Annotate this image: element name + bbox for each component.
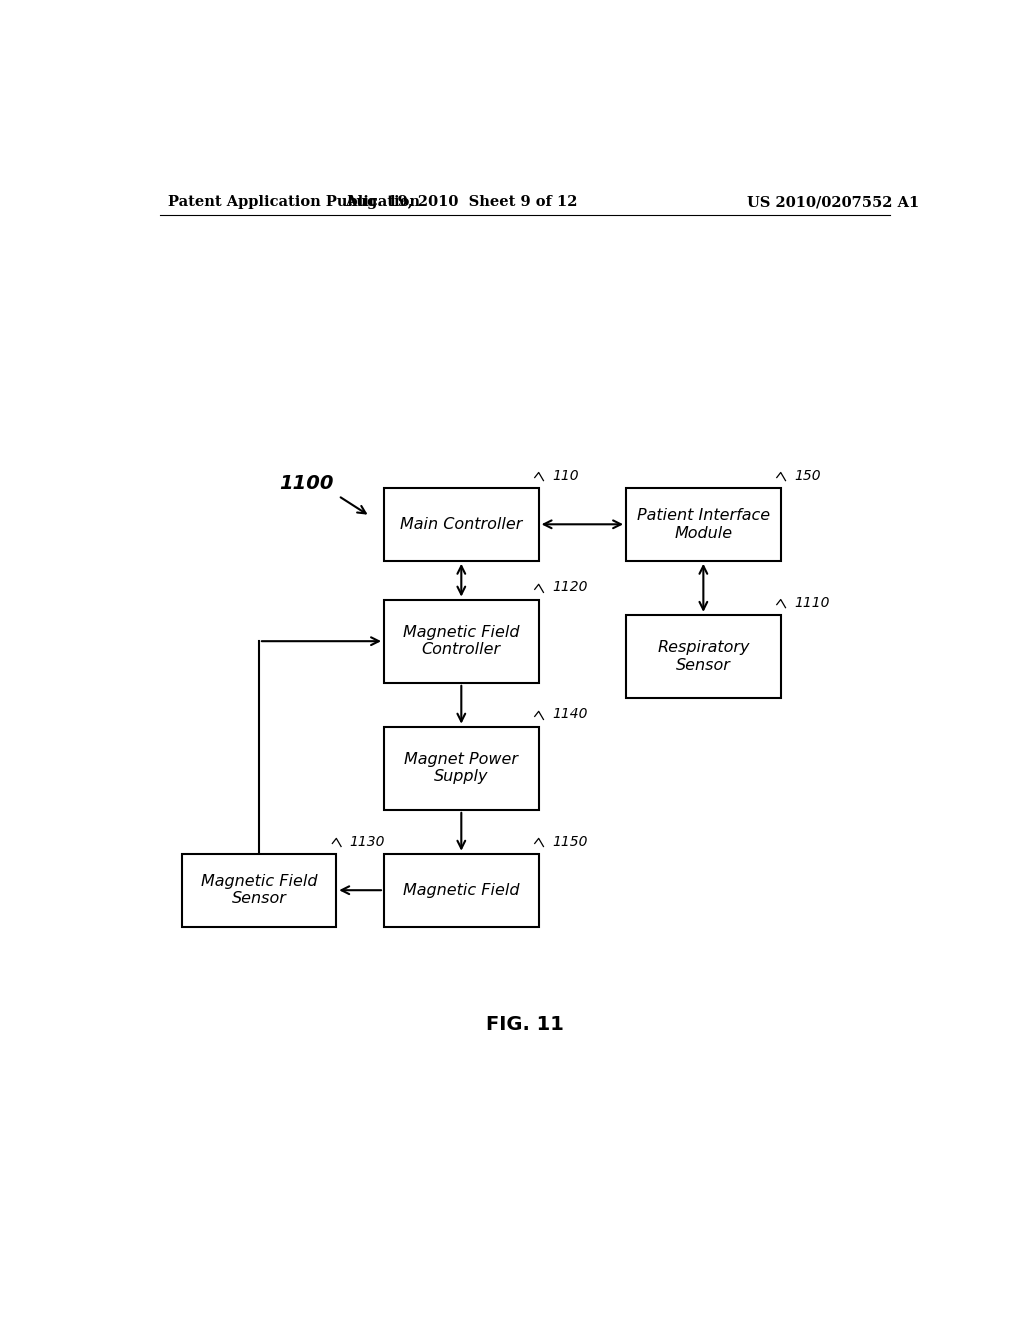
Text: Patent Application Publication: Patent Application Publication <box>168 195 420 209</box>
Bar <box>181 854 336 927</box>
Text: US 2010/0207552 A1: US 2010/0207552 A1 <box>748 195 920 209</box>
Bar <box>384 726 539 810</box>
Bar <box>626 615 780 698</box>
Text: Main Controller: Main Controller <box>400 517 522 532</box>
Text: FIG. 11: FIG. 11 <box>485 1015 564 1034</box>
Text: Magnetic Field
Controller: Magnetic Field Controller <box>403 624 519 657</box>
Text: 1120: 1120 <box>552 581 588 594</box>
Text: Patient Interface
Module: Patient Interface Module <box>637 508 770 540</box>
Text: Magnet Power
Supply: Magnet Power Supply <box>404 752 518 784</box>
Bar <box>384 487 539 561</box>
Text: 110: 110 <box>552 469 579 483</box>
Text: 1100: 1100 <box>280 474 334 494</box>
Text: Magnetic Field
Sensor: Magnetic Field Sensor <box>201 874 317 907</box>
Bar <box>384 854 539 927</box>
Text: 1130: 1130 <box>350 834 385 849</box>
Text: 1150: 1150 <box>552 834 588 849</box>
Text: Respiratory
Sensor: Respiratory Sensor <box>657 640 750 673</box>
Text: 1110: 1110 <box>795 595 829 610</box>
Bar <box>384 599 539 682</box>
Text: Magnetic Field: Magnetic Field <box>403 883 519 898</box>
Text: 150: 150 <box>795 469 821 483</box>
Text: Aug. 19, 2010  Sheet 9 of 12: Aug. 19, 2010 Sheet 9 of 12 <box>345 195 578 209</box>
Bar <box>626 487 780 561</box>
Text: 1140: 1140 <box>552 708 588 722</box>
